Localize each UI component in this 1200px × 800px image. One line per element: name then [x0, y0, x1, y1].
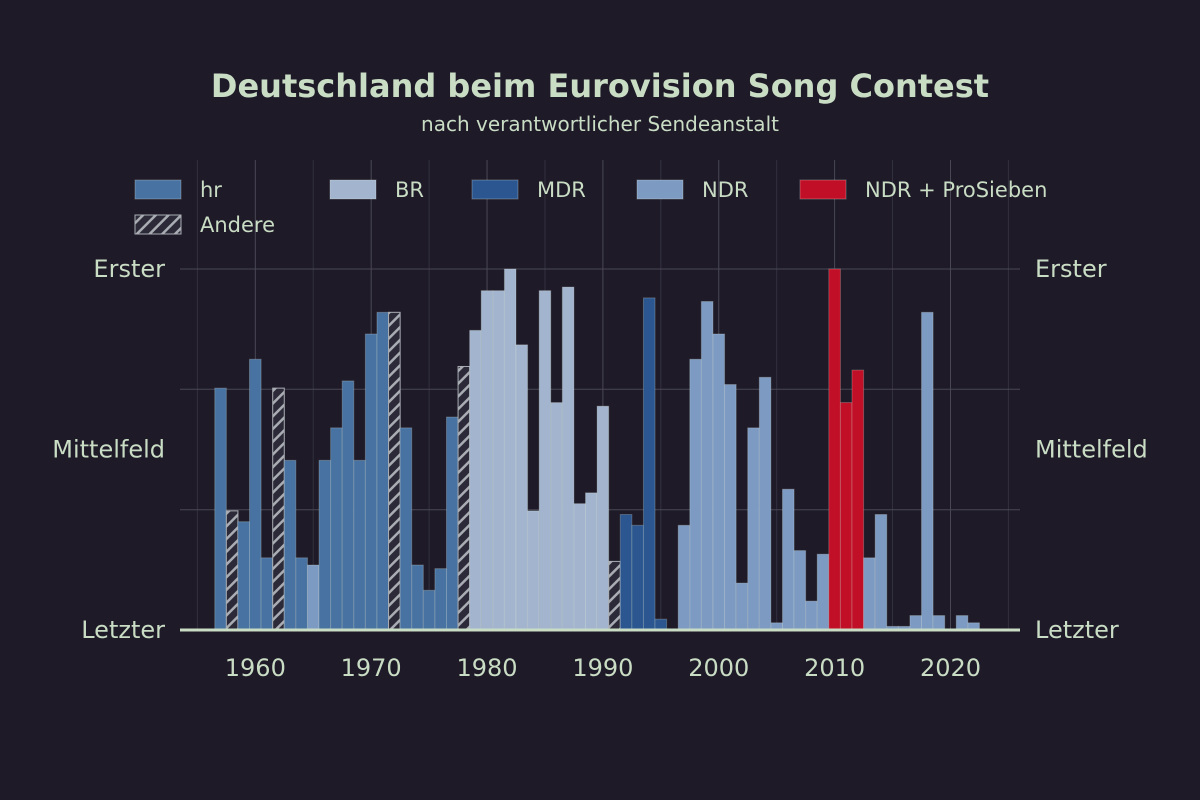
bar-2010 [828, 268, 841, 631]
bar-1984 [527, 510, 540, 631]
bar-1986 [550, 402, 563, 631]
legend-swatch-ndr [636, 179, 684, 200]
bar-1990 [596, 405, 610, 631]
y-tick-label-right: Erster [1035, 255, 1107, 283]
bar-2008 [805, 600, 818, 631]
bar-1988 [573, 503, 587, 631]
y-tick-label-left: Erster [93, 255, 165, 283]
bar-1983 [515, 344, 529, 631]
bar-1991 [608, 560, 621, 631]
bar-1968 [341, 380, 355, 631]
bar-2021 [955, 615, 969, 631]
bar-2006 [781, 488, 795, 631]
x-tick-label: 1990 [572, 654, 633, 682]
bar-1989 [585, 492, 598, 631]
x-tick-label: 1970 [341, 654, 402, 682]
bar-1979 [469, 329, 482, 631]
y-tick-label-left: Letzter [81, 616, 165, 644]
bar-2019 [932, 615, 946, 631]
x-tick-label: 1960 [225, 654, 286, 682]
y-tick-label-right: Mittelfeld [1035, 436, 1148, 464]
bar-1959 [237, 521, 251, 631]
bar-2007 [793, 550, 807, 631]
bar-1960 [249, 358, 262, 631]
bar-1974 [411, 564, 424, 631]
bar-1958 [225, 510, 239, 631]
bars [214, 268, 980, 631]
bar-1999 [700, 300, 714, 631]
x-tick-label: 2020 [920, 654, 981, 682]
bar-1977 [445, 416, 459, 631]
bar-2018 [921, 311, 934, 631]
bar-2002 [735, 582, 749, 631]
bar-1963 [283, 459, 297, 631]
legend-label-hr: hr [200, 178, 222, 202]
legend-label-mdr: MDR [537, 178, 586, 202]
bar-1964 [295, 557, 308, 631]
bar-1969 [353, 459, 366, 631]
bar-1967 [330, 427, 343, 631]
x-tick-label: 2000 [688, 654, 749, 682]
bar-2012 [851, 369, 865, 631]
bar-2004 [758, 376, 772, 631]
bar-1962 [272, 387, 285, 631]
y-axis-ticks-left: Erster Mittelfeld Letzter [52, 255, 165, 644]
legend-swatch-mdr [471, 179, 519, 200]
bar-2013 [863, 557, 876, 631]
legend-swatch-hr [134, 179, 182, 200]
legend-label-andere: Andere [200, 213, 275, 237]
legend-swatch-andere [134, 214, 182, 235]
bar-1985 [538, 290, 552, 631]
bar-2014 [874, 513, 888, 631]
bar-1987 [561, 286, 575, 631]
bar-1972 [388, 311, 401, 631]
legend-label-ndrp7: NDR + ProSieben [865, 178, 1047, 202]
y-tick-label-right: Letzter [1035, 616, 1119, 644]
bar-2011 [839, 402, 853, 631]
bar-1980 [480, 290, 494, 631]
bar-1976 [434, 568, 447, 631]
bar-1995 [654, 618, 668, 631]
bar-1965 [306, 564, 320, 631]
bar-1975 [422, 589, 436, 631]
y-tick-label-left: Mittelfeld [52, 436, 165, 464]
bar-2001 [724, 384, 737, 631]
bar-1973 [399, 427, 413, 631]
bar-1982 [503, 268, 517, 631]
legend-label-br: BR [395, 178, 424, 202]
bar-1961 [260, 557, 274, 631]
bar-2017 [909, 615, 923, 631]
y-axis-ticks-right: Erster Mittelfeld Letzter [1035, 255, 1148, 644]
bar-1966 [318, 459, 332, 631]
bar-1957 [214, 387, 227, 631]
bar-2000 [712, 333, 726, 631]
x-axis-ticks: 1960 1970 1980 1990 2000 2010 2020 [225, 654, 981, 682]
bar-2009 [816, 553, 830, 631]
bar-1993 [631, 524, 644, 631]
bar-1970 [364, 333, 378, 631]
bar-1992 [619, 513, 633, 631]
chart-subtitle: nach verantwortlicher Sendeanstalt [421, 112, 779, 136]
bar-2003 [747, 427, 760, 631]
bar-1978 [457, 365, 471, 631]
legend: hr BR MDR NDR NDR + ProSieben Andere [134, 178, 1047, 237]
legend-label-ndr: NDR [702, 178, 748, 202]
bar-1997 [677, 524, 691, 631]
bar-1971 [376, 311, 390, 631]
bar-1998 [689, 358, 702, 631]
bar-1981 [492, 290, 505, 631]
legend-swatch-ndrp7 [799, 179, 847, 200]
chart-title: Deutschland beim Eurovision Song Contest [211, 67, 989, 105]
x-tick-label: 1980 [456, 654, 517, 682]
legend-swatch-br [329, 179, 377, 200]
bar-1994 [642, 297, 656, 631]
x-tick-label: 2010 [804, 654, 865, 682]
